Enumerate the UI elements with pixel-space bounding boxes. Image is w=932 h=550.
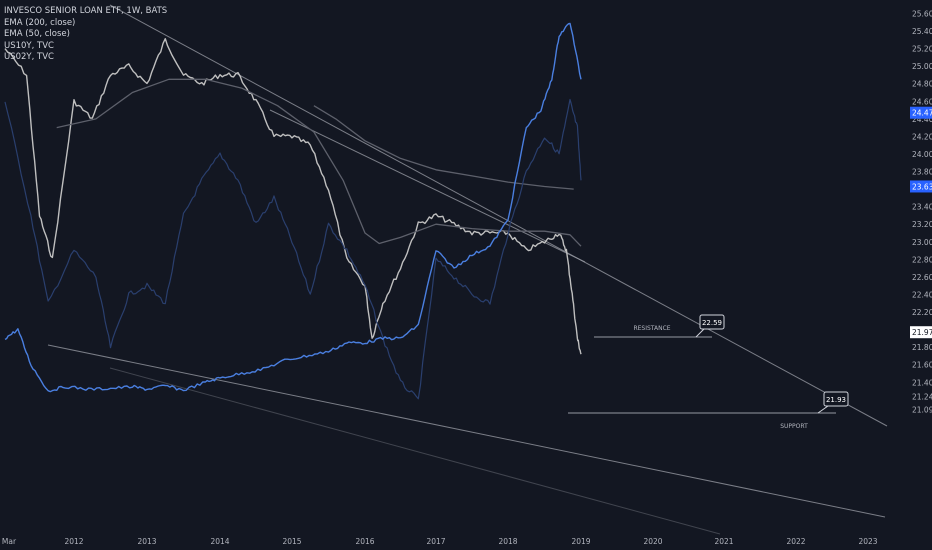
x-tick-label: 2015 [282, 537, 301, 546]
legend-item-us10y: US10Y, TVC [4, 40, 54, 51]
legend-item-ema50: EMA (50, close) [4, 29, 70, 39]
y-tick-label: 21.09 [912, 405, 932, 414]
y-tick-label: 21.24 [912, 392, 932, 401]
chart-legend: INVESCO SENIOR LOAN ETF, 1W, BATS EMA (2… [4, 6, 167, 64]
x-tick-label: 2017 [426, 537, 445, 546]
callout-box-1 [699, 314, 725, 330]
trendline-4 [269, 109, 586, 263]
annotations-layer: 22.59 21.93 RESISTANCE SUPPORT [633, 314, 849, 430]
y-tick-label: 21.80 [912, 343, 932, 352]
support-label: SUPPORT [780, 423, 808, 430]
callout-pointer-2 [817, 405, 829, 414]
callout-label-1: 22.59 [702, 319, 722, 327]
series-line-5 [4, 22, 582, 393]
y-tick-label: 21.60 [912, 361, 932, 370]
y-tick-label: 24.40 [912, 115, 932, 124]
x-tick-label: 2020 [643, 537, 662, 546]
price-tag-label-1: 24.47 [912, 109, 932, 118]
callout-label-2: 21.93 [826, 396, 846, 404]
x-tick-label: 2012 [64, 537, 83, 546]
trendlines [47, 4, 888, 535]
series-line-4 [4, 98, 582, 400]
x-tick-label: 2018 [498, 537, 517, 546]
legend-item-ema200: EMA (200, close) [4, 17, 76, 28]
price-tag-label-3: 21.97 [912, 328, 932, 337]
y-tick-label: 22.80 [912, 255, 932, 264]
x-tick-label: 2022 [786, 537, 805, 546]
y-tick-label: 24.60 [912, 97, 932, 106]
series-line-3 [56, 78, 582, 247]
y-tick-label: 24.00 [912, 150, 932, 159]
y-tick-label: 23.40 [912, 203, 932, 212]
x-tick-label: 2019 [571, 537, 590, 546]
x-tick-label: Mar [2, 537, 17, 546]
x-tick-label: 2021 [714, 537, 733, 546]
price-tag-label-2: 23.63 [912, 182, 932, 191]
price-tag-bg-2 [910, 180, 932, 193]
y-tick-label: 23.80 [912, 168, 932, 177]
y-tick-label: 25.00 [912, 62, 932, 71]
x-tick-label: 2023 [858, 537, 877, 546]
series-line-2 [313, 105, 574, 190]
axes-layer: 25.60 25.40 25.20 25.00 24.80 24.60 24.40 24.20… [2, 10, 932, 546]
price-tag-bg-3 [910, 326, 932, 339]
callout-box-2 [823, 391, 849, 407]
legend-title: INVESCO SENIOR LOAN ETF, 1W, BATS [4, 6, 168, 16]
trendline-2 [47, 344, 886, 518]
series-line-1 [4, 38, 582, 355]
y-tick-label: 22.20 [912, 308, 932, 317]
callout-pointer-1 [695, 328, 705, 338]
y-tick-label: 23.20 [912, 220, 932, 229]
y-tick-label: 22.60 [912, 273, 932, 282]
price-tag-bg-1 [910, 106, 932, 119]
y-tick-label: 23.00 [912, 238, 932, 247]
x-tick-label: 2016 [355, 537, 374, 546]
y-tick-label: 21.40 [912, 378, 932, 387]
trendline-3 [109, 367, 721, 535]
legend-item-us02y: US02Y, TVC [4, 52, 54, 62]
y-tick-label: 22.40 [912, 290, 932, 299]
y-tick-label: 25.20 [912, 45, 932, 54]
resistance-label: RESISTANCE [633, 325, 670, 332]
y-tick-label: 24.20 [912, 132, 932, 141]
x-tick-label: 2014 [210, 537, 229, 546]
y-tick-label: 24.80 [912, 80, 932, 89]
x-tick-label: 2013 [137, 537, 156, 546]
y-tick-label: 25.40 [912, 27, 932, 36]
series-layer [4, 22, 582, 400]
y-tick-label: 25.60 [912, 10, 932, 19]
